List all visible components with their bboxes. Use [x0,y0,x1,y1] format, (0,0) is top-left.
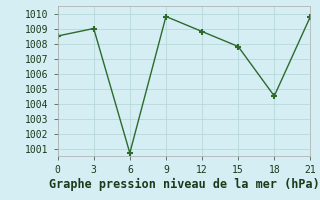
X-axis label: Graphe pression niveau de la mer (hPa): Graphe pression niveau de la mer (hPa) [49,178,319,191]
